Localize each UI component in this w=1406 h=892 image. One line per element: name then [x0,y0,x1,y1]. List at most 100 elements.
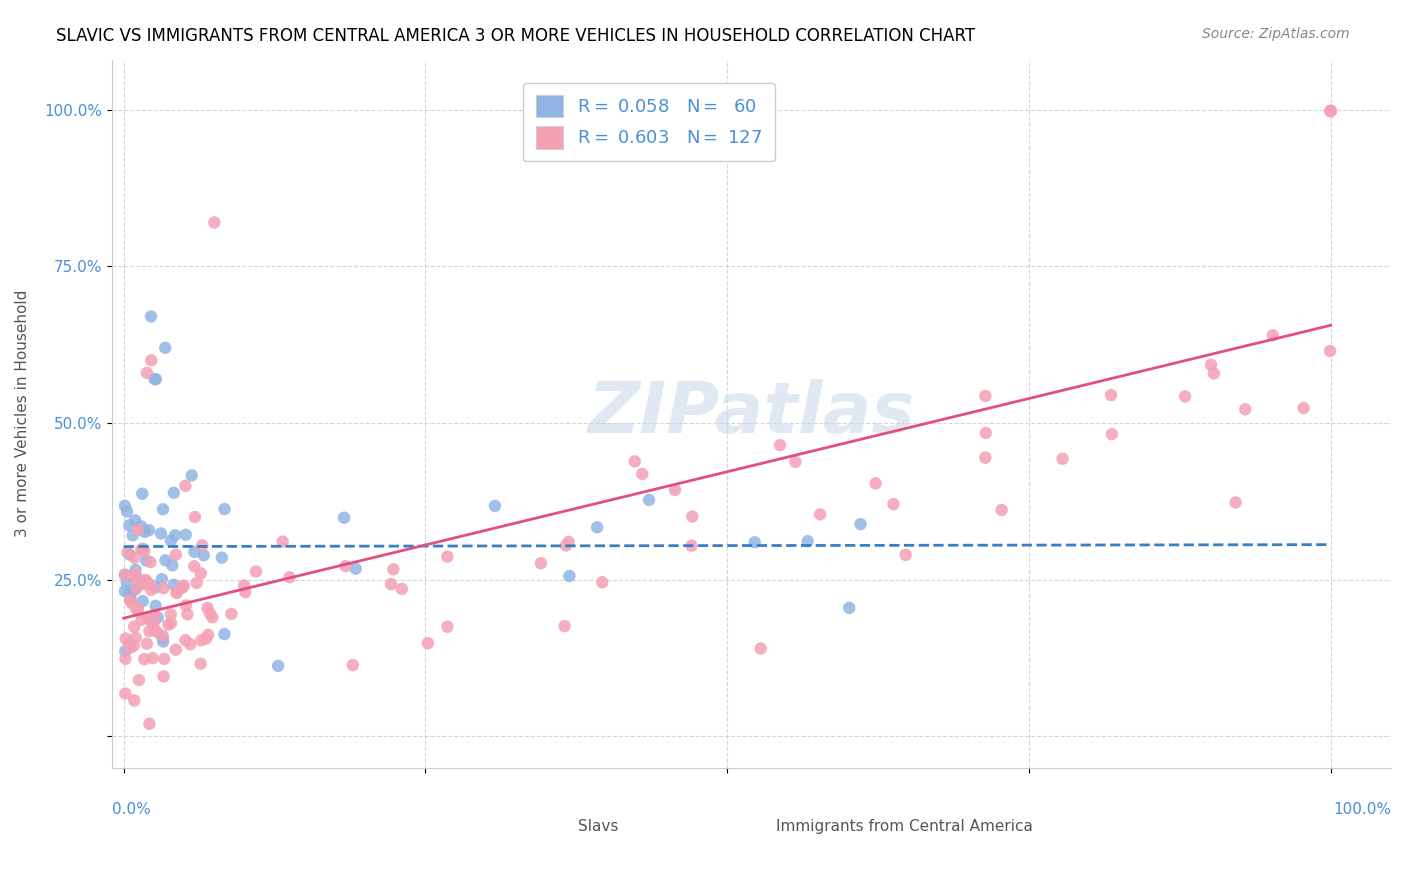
Slavs [143,372,166,386]
Immigrants from Central America [114,652,136,666]
Slavs [118,518,141,533]
Immigrants from Central America [120,640,142,655]
Slavs [124,513,146,527]
Immigrants from Central America [190,566,212,581]
Immigrants from Central America [135,573,157,587]
Y-axis label: 3 or more Vehicles in Household: 3 or more Vehicles in Household [15,290,30,537]
Slavs [174,528,197,542]
Immigrants from Central America [278,570,301,584]
Immigrants from Central America [271,534,294,549]
Immigrants from Central America [142,615,165,630]
Immigrants from Central America [132,577,155,591]
Slavs [121,528,143,542]
Slavs [214,502,236,516]
Immigrants from Central America [1261,328,1284,343]
Immigrants from Central America [1319,103,1341,118]
Immigrants from Central America [631,467,654,481]
Immigrants from Central America [221,607,243,621]
Immigrants from Central America [681,539,703,553]
Immigrants from Central America [114,686,136,700]
Slavs [124,563,146,577]
Legend: $\mathregular{R = }$ 0.058   $\mathregular{N = }$  60, $\mathregular{R = }$ 0.60: $\mathregular{R = }$ 0.058 $\mathregular… [523,83,775,161]
Immigrants from Central America [235,585,257,599]
Immigrants from Central America [165,548,187,562]
Immigrants from Central America [157,617,180,632]
Slavs [211,550,233,565]
Immigrants from Central America [1202,367,1225,381]
Immigrants from Central America [125,601,148,615]
Immigrants from Central America [124,550,146,565]
Immigrants from Central America [1319,344,1341,359]
Immigrants from Central America [134,652,156,666]
Immigrants from Central America [974,450,997,465]
Immigrants from Central America [1319,103,1341,118]
Slavs [150,572,173,586]
Immigrants from Central America [122,620,145,634]
Immigrants from Central America [118,593,141,607]
Immigrants from Central America [117,545,139,559]
Slavs [152,631,174,645]
Slavs [838,601,860,615]
Immigrants from Central America [134,544,156,558]
Immigrants from Central America [1292,401,1315,416]
Immigrants from Central America [380,577,402,591]
Slavs [796,534,818,549]
Slavs [638,492,661,507]
Immigrants from Central America [122,639,145,653]
Immigrants from Central America [1319,103,1341,118]
Slavs [118,586,141,600]
Immigrants from Central America [974,389,997,403]
Immigrants from Central America [1174,389,1197,403]
Immigrants from Central America [335,559,357,574]
Slavs [849,517,872,532]
Immigrants from Central America [127,602,149,616]
Immigrants from Central America [1234,402,1257,417]
Slavs [146,610,169,624]
Slavs [124,582,146,597]
Slavs [135,553,157,567]
Immigrants from Central America [129,542,152,557]
Immigrants from Central America [152,669,174,683]
Immigrants from Central America [198,607,221,621]
Immigrants from Central America [201,610,224,624]
Slavs [145,599,167,613]
Immigrants from Central America [141,353,163,368]
Immigrants from Central America [197,628,219,642]
Immigrants from Central America [190,633,212,648]
Text: Source: ZipAtlas.com: Source: ZipAtlas.com [1202,27,1350,41]
Slavs [180,468,202,483]
Immigrants from Central America [152,581,174,595]
Immigrants from Central America [894,548,917,562]
Immigrants from Central America [184,510,207,524]
Immigrants from Central America [145,624,167,639]
Immigrants from Central America [1319,103,1341,118]
Immigrants from Central America [160,607,183,622]
Slavs [134,524,156,539]
Immigrants from Central America [530,556,553,570]
Immigrants from Central America [139,577,162,591]
Slavs [484,499,506,513]
Slavs [132,574,155,588]
Slavs [114,567,136,582]
Immigrants from Central America [391,582,413,596]
Slavs [163,485,186,500]
Immigrants from Central America [194,632,217,646]
Immigrants from Central America [179,637,201,651]
Immigrants from Central America [135,637,157,651]
Immigrants from Central America [122,693,145,707]
Slavs [131,541,153,556]
Slavs [120,568,142,582]
Immigrants from Central America [785,455,807,469]
Immigrants from Central America [554,619,576,633]
Slavs [163,578,186,592]
Immigrants from Central America [172,581,194,595]
Immigrants from Central America [127,573,149,587]
Immigrants from Central America [114,568,136,582]
Immigrants from Central America [190,657,212,671]
Slavs [155,553,177,567]
Immigrants from Central America [342,658,364,673]
Slavs [165,528,187,542]
Immigrants from Central America [160,616,183,631]
Immigrants from Central America [1225,495,1247,509]
Immigrants from Central America [664,483,686,497]
